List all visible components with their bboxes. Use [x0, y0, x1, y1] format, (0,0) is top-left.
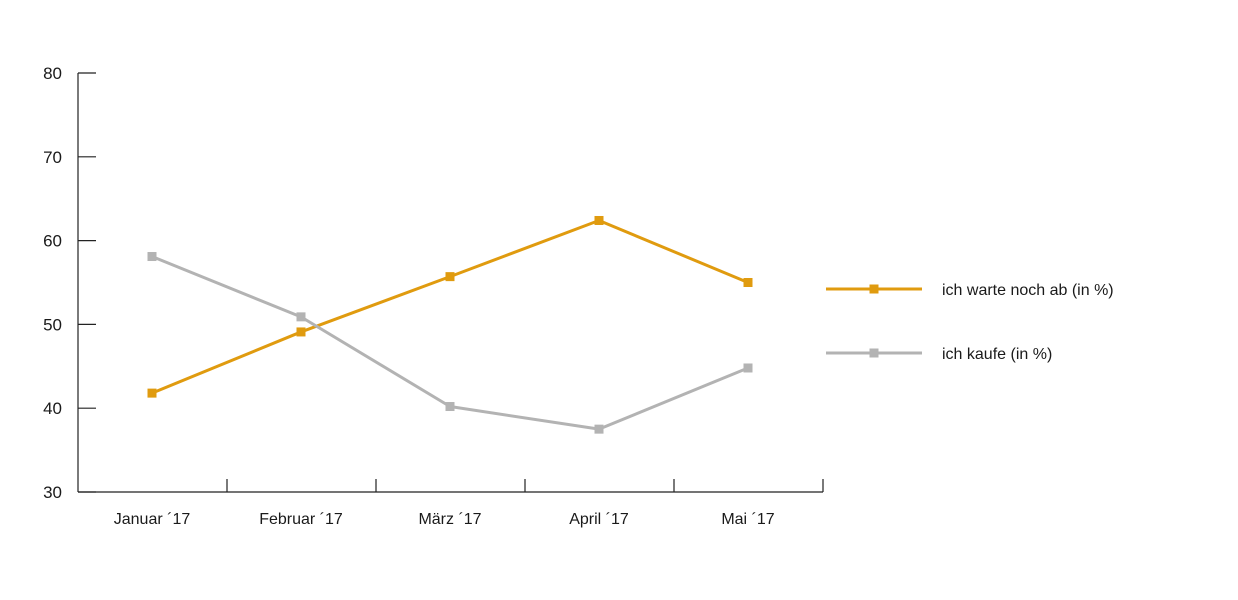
- series-lines: [147, 215, 753, 434]
- legend-swatch-marker: [869, 348, 879, 358]
- y-tick-label: 50: [43, 315, 62, 334]
- series-line: [151, 218, 749, 395]
- x-tick-label: Mai ´17: [721, 511, 774, 528]
- y-tick-label: 70: [43, 148, 62, 167]
- data-point-marker: [743, 278, 753, 287]
- legend-label: ich warte noch ab (in %): [942, 282, 1114, 299]
- data-point-marker: [296, 312, 306, 322]
- data-point-marker: [445, 402, 455, 412]
- data-point-marker: [594, 424, 604, 434]
- x-tick-label: April ´17: [569, 511, 629, 528]
- y-tick-label: 60: [43, 232, 62, 251]
- data-point-marker: [743, 363, 753, 373]
- y-tick-label: 40: [43, 399, 62, 418]
- data-point-marker: [296, 327, 306, 337]
- data-point-marker: [147, 252, 157, 262]
- legend: ich warte noch ab (in %) ich kaufe (in %): [826, 282, 1114, 363]
- legend-swatch-marker: [869, 284, 879, 294]
- x-tick-label: Januar ´17: [114, 511, 191, 528]
- data-point-marker: [147, 388, 157, 398]
- y-tick-label: 30: [43, 483, 62, 502]
- legend-label: ich kaufe (in %): [942, 346, 1052, 363]
- data-point-marker: [445, 272, 455, 282]
- data-point-marker: [594, 215, 604, 225]
- x-tick-label: Februar ´17: [259, 511, 343, 528]
- x-tick-label: März ´17: [418, 511, 481, 528]
- axes: 30 40 50 60 70 80 Januar ´17 Februar ´17 März ´1…: [43, 64, 824, 528]
- y-tick-label: 80: [43, 64, 62, 83]
